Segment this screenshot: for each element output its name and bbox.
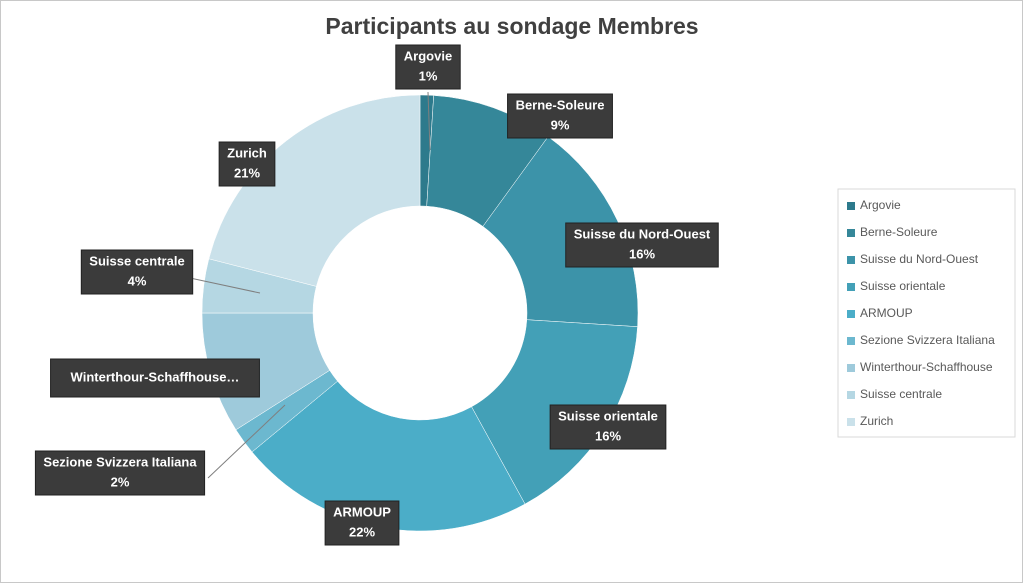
data-label-name: Winterthour-Schaffhouse… [71,369,240,384]
leader-line [207,404,286,479]
legend-swatch [847,364,855,372]
legend-swatch [847,391,855,399]
data-label-name: Sezione Svizzera Italiana [43,454,197,469]
legend-label: Sezione Svizzera Italiana [860,333,995,347]
data-label-value: 9% [551,117,570,132]
leader-line [427,91,431,151]
legend-swatch [847,202,855,210]
data-label-box [549,404,667,450]
donut-slice [482,136,639,327]
data-label-value: 4% [128,273,147,288]
legend-label: Berne-Soleure [860,225,938,239]
data-label-box [80,249,194,295]
data-label-value: 1% [419,68,438,83]
data-label-name: Suisse orientale [558,408,658,423]
legend-box [837,188,1016,438]
legend-swatch [847,337,855,345]
legend-label: Winterthour-Schaffhouse [860,360,993,374]
data-label-name: Zurich [227,145,267,160]
legend-label: Zurich [860,414,893,428]
data-label-name: Berne-Soleure [516,97,605,112]
data-label-box [324,500,400,546]
legend-label: Suisse orientale [860,279,946,293]
legend-label: ARMOUP [860,306,913,320]
data-label-box [218,141,276,187]
data-label-name: Suisse du Nord-Ouest [574,226,711,241]
data-label-value: 21% [234,165,260,180]
data-label-name: ARMOUP [333,504,391,519]
legend-swatch [847,229,855,237]
data-label-name: Suisse centrale [89,253,184,268]
legend-label: Argovie [860,198,901,212]
legend-swatch [847,418,855,426]
data-label-value: 16% [595,428,621,443]
data-label-box [395,44,461,90]
legend-swatch [847,310,855,318]
data-label-box [50,358,260,398]
data-label-name: Argovie [404,48,452,63]
data-label-value: 2% [111,474,130,489]
data-label-box [507,93,613,139]
legend-label: Suisse du Nord-Ouest [860,252,979,266]
legend-swatch [847,283,855,291]
legend-swatch [847,256,855,264]
data-label-box [565,222,719,268]
legend-label: Suisse centrale [860,387,942,401]
data-label-box [34,450,206,496]
data-label-value: 16% [629,246,655,261]
leader-line [189,277,261,294]
chart-title: Participants au sondage Membres [325,13,698,39]
donut-slice [251,380,526,532]
data-label-value: 22% [349,524,375,539]
